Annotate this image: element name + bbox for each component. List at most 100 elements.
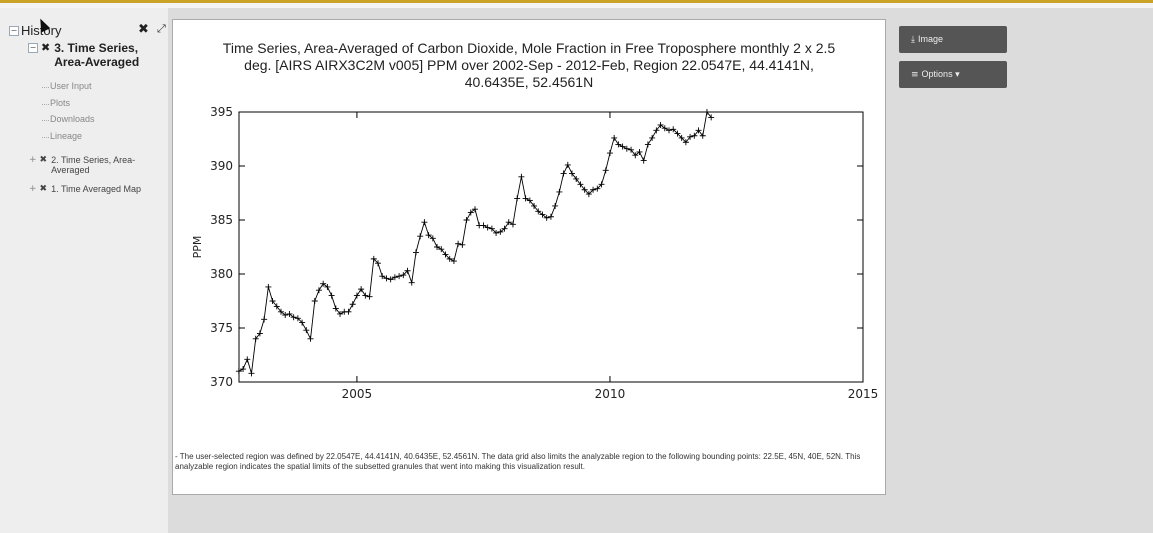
data-point — [526, 197, 533, 204]
data-point — [421, 219, 428, 226]
data-point — [577, 181, 584, 188]
expand-node-icon[interactable]: + — [29, 184, 37, 194]
history-item-label[interactable]: 3. Time Series, Area-Averaged — [54, 41, 140, 69]
remove-icon[interactable]: ✖ — [41, 41, 51, 54]
plot-title-line: 40.6435E, 52.4561N — [464, 74, 594, 90]
data-point — [480, 222, 487, 229]
data-point — [425, 232, 432, 239]
options-dropdown-button[interactable]: ≡ Options ▾ — [899, 61, 1007, 88]
data-point — [269, 298, 276, 304]
history-subitem-user-input[interactable]: User Input — [42, 81, 92, 91]
data-point — [581, 186, 588, 193]
chevron-down-icon: ▾ — [955, 69, 960, 79]
data-point — [535, 208, 542, 215]
x-tick-label: 2005 — [342, 387, 373, 401]
data-point — [547, 213, 554, 220]
data-point — [585, 191, 592, 198]
remove-icon[interactable]: ✖ — [39, 184, 48, 194]
data-point — [657, 121, 664, 128]
image-download-button[interactable]: ⤓ Image — [899, 26, 1007, 53]
history-subitem-downloads[interactable]: Downloads — [42, 114, 95, 124]
history-item-time-series-2[interactable]: + ✖ 2. Time Series, Area-Averaged — [29, 155, 169, 175]
data-point — [307, 335, 314, 342]
data-point — [552, 202, 559, 209]
data-point — [366, 293, 373, 300]
data-point — [493, 229, 500, 236]
data-point — [560, 170, 567, 177]
data-point — [345, 308, 352, 315]
remove-icon[interactable]: ✖ — [39, 155, 48, 165]
history-item-time-series-3[interactable]: − ✖ 3. Time Series, Area-Averaged — [28, 41, 162, 69]
data-point — [564, 161, 571, 168]
data-point — [531, 202, 538, 209]
x-tick-label: 2010 — [595, 387, 626, 401]
history-panel: − History ✖ ⤢ − ✖ 3. Time Series, Area-A… — [0, 8, 168, 533]
top-accent-rule — [0, 0, 1153, 3]
data-point — [699, 132, 706, 139]
data-point — [408, 279, 415, 286]
time-series-chart: 370 375 380 385 390 395 2005 2010 2015 PPM — [191, 105, 878, 401]
data-point — [383, 275, 390, 282]
data-point — [244, 356, 251, 363]
data-point — [543, 214, 550, 221]
data-point — [488, 225, 495, 232]
data-point — [290, 314, 297, 321]
plot-title: Time Series, Area-Averaged of Carbon Dio… — [173, 40, 885, 91]
y-tick-label: 385 — [210, 213, 233, 227]
history-subitem-lineage[interactable]: Lineage — [41, 131, 83, 141]
y-axis-label: PPM — [191, 236, 204, 259]
plot-panel: Time Series, Area-Averaged of Carbon Dio… — [172, 19, 886, 495]
data-point — [282, 312, 289, 319]
data-point — [299, 319, 306, 326]
data-point — [640, 157, 647, 164]
data-point — [303, 327, 310, 334]
data-point — [315, 287, 322, 294]
data-point — [472, 206, 479, 213]
data-point — [687, 133, 694, 140]
data-point — [708, 114, 715, 121]
expand-icon[interactable]: ⤢ — [157, 22, 166, 35]
data-point — [514, 195, 521, 202]
data-point — [628, 146, 635, 153]
data-point — [235, 368, 242, 375]
history-item-time-averaged-map[interactable]: + ✖ 1. Time Averaged Map — [29, 184, 141, 194]
data-point — [294, 315, 301, 322]
data-point — [358, 286, 365, 293]
history-item-label[interactable]: 2. Time Series, Area-Averaged — [51, 155, 136, 175]
expand-node-icon[interactable]: + — [29, 155, 37, 165]
data-point — [611, 134, 618, 141]
data-point — [240, 366, 247, 373]
plot-caption: - The user-selected region was defined b… — [175, 452, 861, 471]
data-point — [396, 273, 403, 280]
data-point — [256, 330, 263, 337]
data-point — [691, 132, 698, 139]
data-point — [278, 308, 285, 315]
history-item-label[interactable]: 1. Time Averaged Map — [51, 184, 141, 194]
data-point — [467, 209, 474, 216]
options-button-label: Options — [921, 69, 953, 79]
data-point — [353, 292, 360, 299]
history-title: History — [21, 23, 62, 38]
data-point — [379, 273, 386, 280]
download-icon: ⤓ — [911, 35, 915, 45]
data-point — [400, 272, 407, 279]
close-icon[interactable]: ✖ — [138, 22, 149, 37]
data-point — [682, 139, 689, 146]
y-tick-label: 380 — [210, 267, 233, 281]
collapse-icon[interactable]: − — [28, 43, 38, 53]
collapse-icon[interactable]: − — [9, 25, 19, 36]
data-point — [594, 185, 601, 192]
top-band — [0, 3, 1153, 8]
data-point — [370, 255, 377, 262]
data-point — [569, 170, 576, 177]
data-point — [653, 127, 660, 134]
data-point — [404, 267, 411, 274]
history-header[interactable]: − History — [9, 23, 61, 38]
data-point — [695, 127, 702, 134]
history-subitem-plots[interactable]: Plots — [41, 98, 71, 108]
data-point — [518, 173, 525, 180]
data-point — [412, 249, 419, 256]
data-point — [497, 228, 504, 235]
data-point — [286, 310, 293, 317]
data-point — [375, 260, 382, 267]
